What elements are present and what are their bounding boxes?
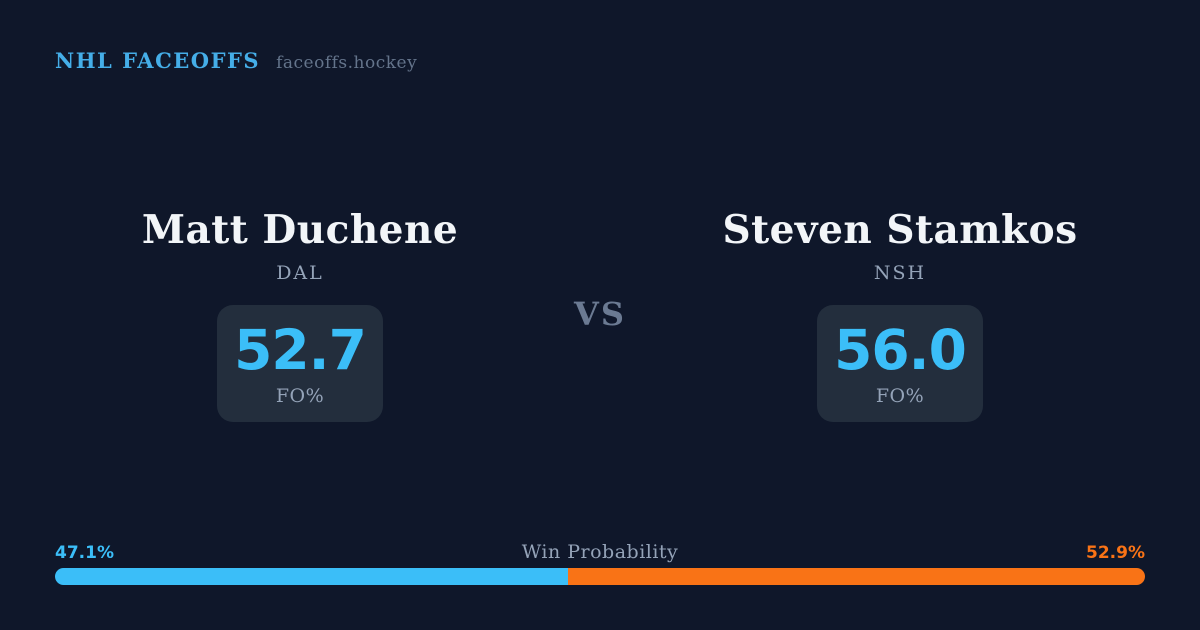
- player-left: Matt Duchene DAL 52.7 FO%: [0, 210, 600, 422]
- right-win-percent: 52.9%: [1086, 543, 1145, 563]
- left-win-percent: 47.1%: [55, 543, 114, 563]
- faceoff-percentage-label: FO%: [275, 385, 325, 408]
- win-probability-labels: 47.1% Win Probability 52.9%: [55, 541, 1145, 563]
- player-team: DAL: [276, 261, 324, 284]
- faceoff-percentage-label: FO%: [875, 385, 925, 408]
- right-bar-segment: [568, 568, 1145, 585]
- header: NHL FACEOFFS faceoffs.hockey: [55, 48, 417, 73]
- faceoff-stat-card: 52.7 FO%: [217, 304, 383, 422]
- player-name: Matt Duchene: [141, 207, 459, 253]
- left-bar-segment: [55, 568, 569, 585]
- vs-label: VS: [574, 295, 626, 333]
- player-team: NSH: [873, 261, 927, 284]
- player-name: Steven Stamkos: [722, 207, 1078, 253]
- faceoff-stat-card: 56.0 FO%: [817, 304, 983, 422]
- brand-title: NHL FACEOFFS: [55, 48, 261, 73]
- win-probability-bar: [55, 568, 1145, 585]
- players-row: Matt Duchene DAL 52.7 FO% Steven Stamkos…: [0, 210, 1200, 422]
- faceoff-percentage-value: 56.0: [834, 318, 967, 383]
- faceoff-percentage-value: 52.7: [234, 318, 367, 383]
- site-url: faceoffs.hockey: [276, 53, 418, 73]
- player-right: Steven Stamkos NSH 56.0 FO%: [600, 210, 1200, 422]
- win-probability-label: Win Probability: [521, 541, 679, 563]
